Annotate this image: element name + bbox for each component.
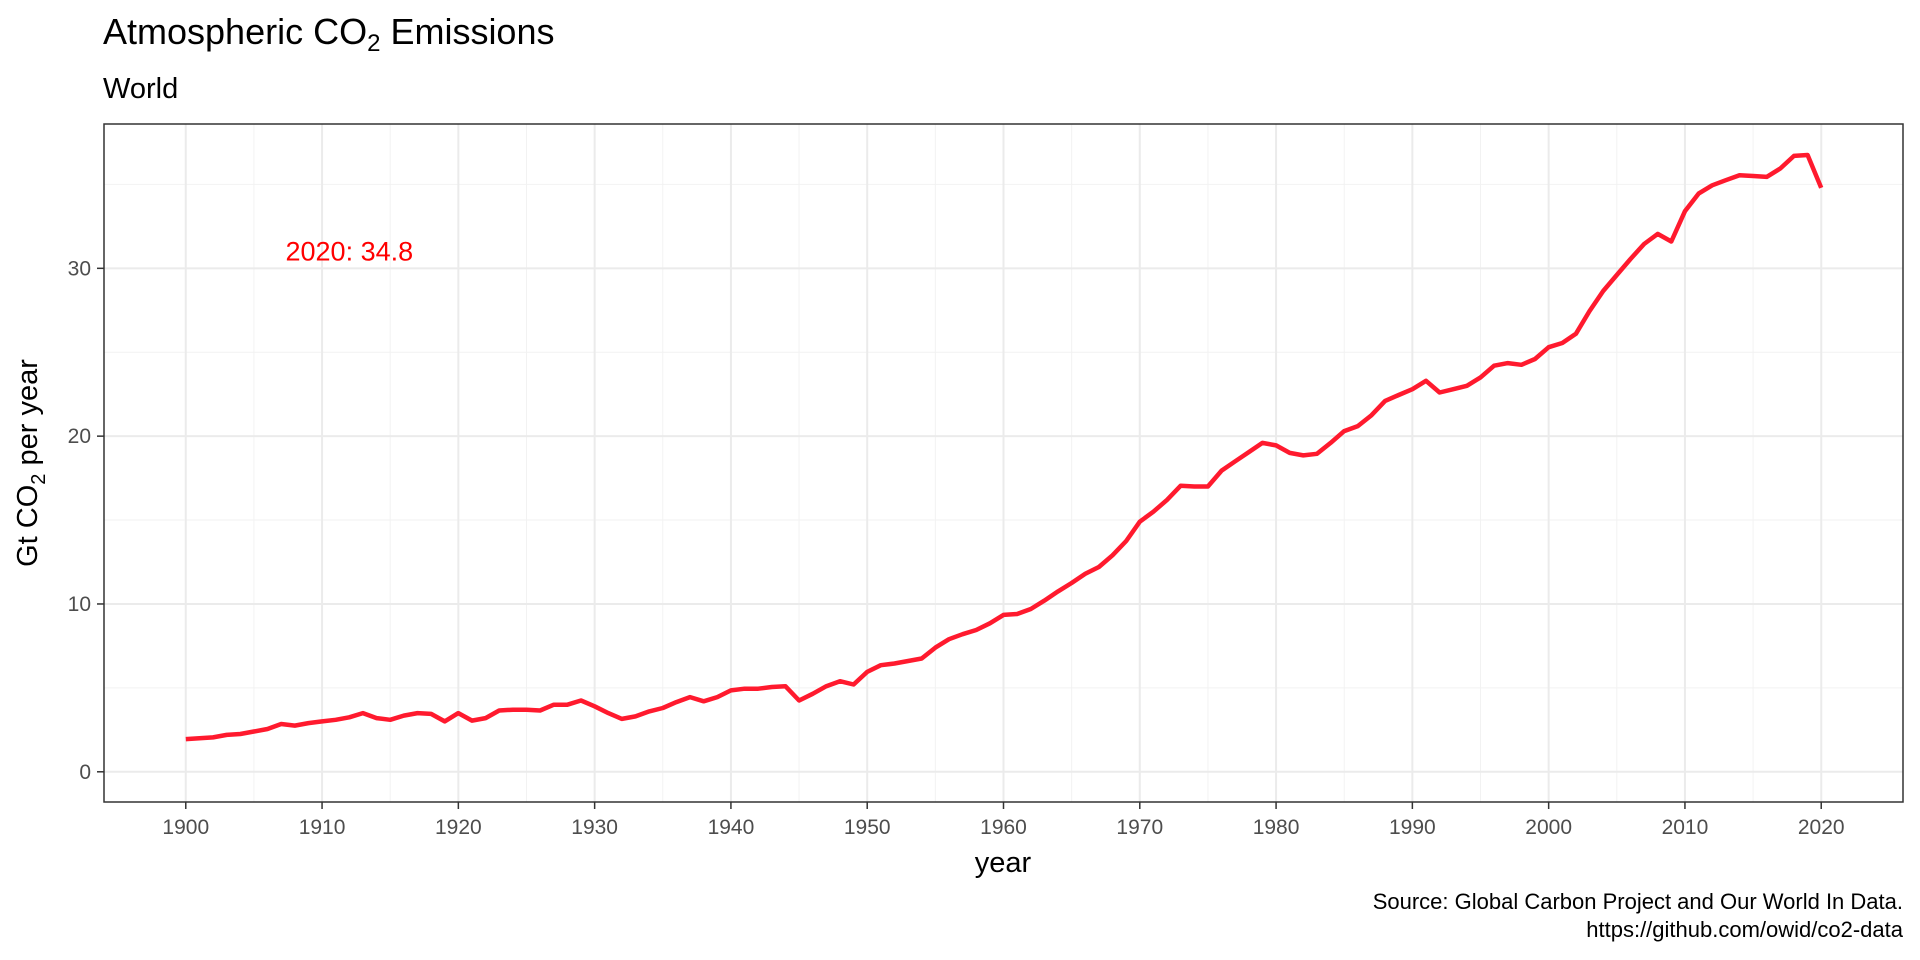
y-axis: 0 10 20 30 (68, 257, 104, 784)
x-tick-label: 1970 (1116, 816, 1163, 839)
emissions-line (185, 152, 1824, 742)
title-suffix: Emissions (380, 11, 555, 52)
annotation-layer: 2020: 34.8 (286, 237, 414, 267)
y-tick-label: 0 (79, 761, 91, 784)
x-tick-label: 1910 (299, 816, 346, 839)
x-tick-label: 1980 (1253, 816, 1300, 839)
y-tick-label: 30 (68, 257, 91, 280)
y-axis-title-suffix: per year (12, 359, 44, 474)
series-layer (185, 152, 1824, 742)
y-tick-label: 20 (68, 425, 91, 448)
line-chart: 2020: 34.8 1900 1910 1920 1930 1940 1950 1960 1… (12, 123, 1904, 879)
x-tick-label: 1940 (708, 816, 755, 839)
x-axis: 1900 1910 1920 1930 1940 1950 1960 1970 1980 1990… (162, 802, 1845, 839)
x-tick-label: 1960 (980, 816, 1027, 839)
caption-url: https://github.com/owid/co2-data (1586, 917, 1903, 942)
latest-value-annotation: 2020: 34.8 (286, 237, 414, 267)
y-axis-title-subscript: 2 (28, 474, 50, 485)
x-axis-title: year (975, 847, 1032, 879)
chart-title: Atmospheric CO2 Emissions (103, 10, 555, 57)
x-tick-label: 1900 (162, 816, 209, 839)
caption-source: Source: Global Carbon Project and Our Wo… (1372, 889, 1903, 914)
chart-subtitle: World (103, 73, 179, 105)
x-tick-label: 1950 (844, 816, 891, 839)
title-prefix: Atmospheric CO (103, 11, 368, 52)
y-tick-label: 10 (68, 593, 91, 616)
y-axis-title-text: Gt CO (12, 485, 44, 567)
x-tick-label: 2020 (1798, 816, 1845, 839)
y-axis-title: Gt CO2 per year (12, 359, 50, 567)
title-subscript: 2 (367, 30, 381, 57)
x-tick-label: 2010 (1662, 816, 1709, 839)
source-caption: Source: Global Carbon Project and Our Wo… (1373, 888, 1903, 944)
x-tick-label: 1990 (1389, 816, 1436, 839)
gridlines (104, 124, 1903, 802)
x-tick-label: 1920 (435, 816, 482, 839)
x-tick-label: 2000 (1525, 816, 1572, 839)
x-tick-label: 1930 (571, 816, 618, 839)
